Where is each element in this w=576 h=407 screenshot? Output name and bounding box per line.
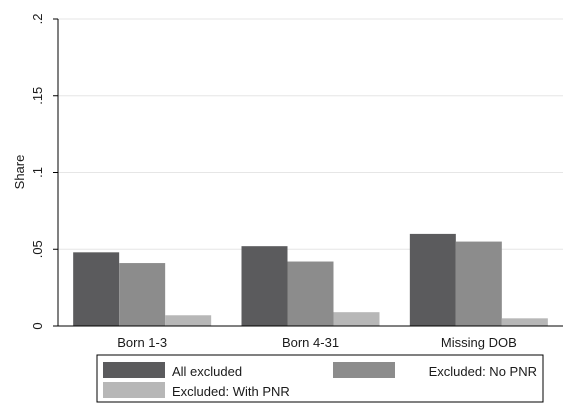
bar-excluded-with-pnr-1 (333, 312, 380, 326)
bar-all-excluded-1 (241, 246, 288, 326)
bar-excluded-no-pnr-2 (455, 241, 502, 326)
legend-frame (96, 354, 544, 403)
bar-all-excluded-2 (409, 233, 456, 326)
y-tick-label: .15 (30, 87, 45, 105)
legend-swatch (103, 382, 165, 398)
x-category-labels: Born 1-3 Born 4-31 Missing DOB (117, 335, 517, 350)
y-tick-label: .05 (30, 240, 45, 258)
y-tick-label: 0 (30, 322, 45, 329)
bars (73, 233, 548, 326)
bar-excluded-no-pnr-1 (287, 261, 334, 326)
bar-excluded-no-pnr-0 (119, 263, 166, 326)
y-ticks: 0 .05 .1 .15 .2 (30, 14, 58, 330)
bar-excluded-with-pnr-2 (501, 318, 548, 326)
y-axis-title: Share (12, 155, 27, 190)
legend-swatch (103, 362, 165, 378)
x-category-label: Born 4-31 (282, 335, 339, 350)
x-category-label: Born 1-3 (117, 335, 167, 350)
legend-label: Excluded: With PNR (172, 384, 290, 399)
gridlines (58, 18, 563, 250)
y-tick-label: .1 (30, 167, 45, 178)
x-category-label: Missing DOB (441, 335, 517, 350)
legend-label: Excluded: No PNR (429, 364, 537, 379)
legend-label: All excluded (172, 364, 242, 379)
bar-all-excluded-0 (73, 252, 120, 326)
bar-excluded-with-pnr-0 (165, 315, 212, 326)
legend-swatch (333, 362, 395, 378)
y-tick-label: .2 (30, 14, 45, 25)
legend: All excluded Excluded: No PNR Excluded: Wi… (96, 354, 544, 403)
